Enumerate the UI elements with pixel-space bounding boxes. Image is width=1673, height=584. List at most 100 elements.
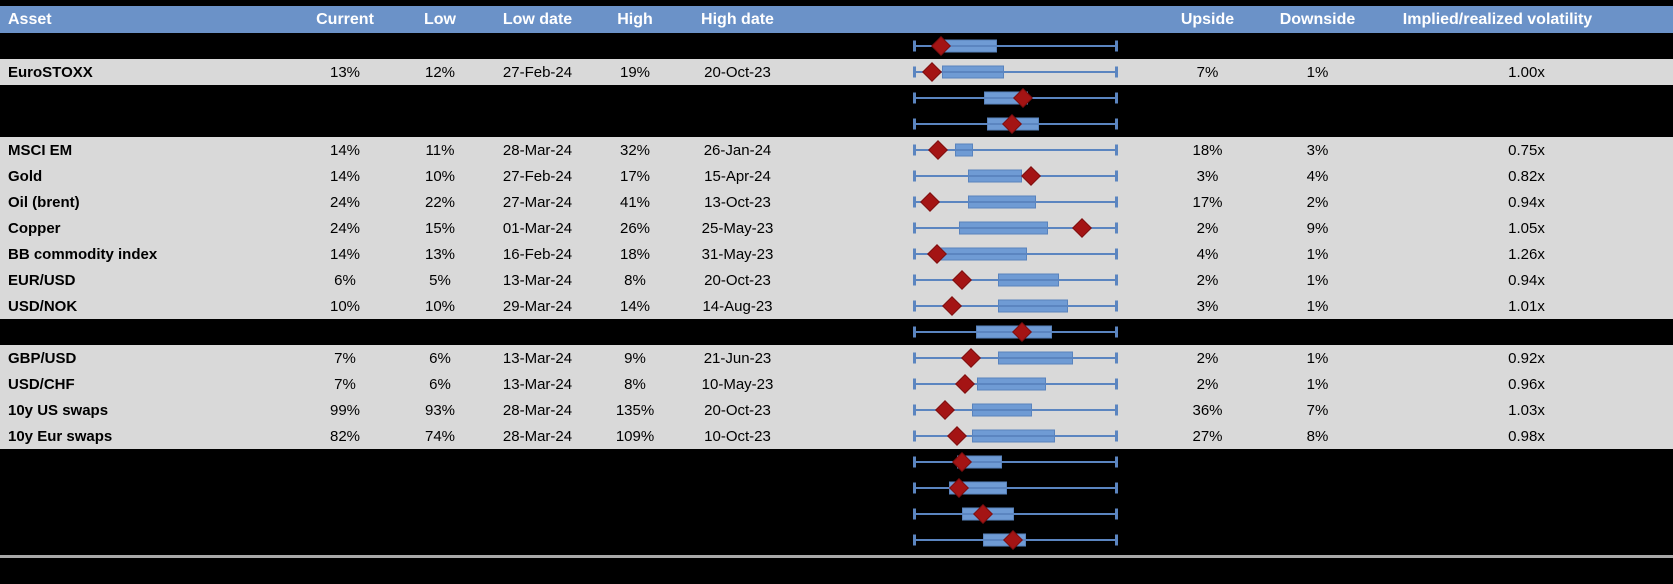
downside-value: 3% bbox=[1306, 141, 1329, 159]
table-row bbox=[0, 85, 1673, 111]
low-date: 01-Mar-24 bbox=[502, 219, 573, 237]
whisker-line bbox=[913, 227, 1118, 229]
whisker-cap-left bbox=[913, 352, 916, 364]
range-boxplot bbox=[913, 163, 1118, 189]
asset-name: Gold bbox=[8, 167, 43, 185]
whisker-line bbox=[913, 305, 1118, 307]
whisker-line bbox=[913, 175, 1118, 177]
implied-realized-value: 0.94x bbox=[1508, 271, 1545, 289]
table-row: 10y US swaps 99% 93% 28-Mar-24 135% 20-O… bbox=[0, 397, 1673, 423]
low-date: 27-Mar-24 bbox=[502, 193, 573, 211]
current-marker-diamond bbox=[922, 62, 942, 82]
low-date: 16-Feb-24 bbox=[502, 245, 573, 263]
table-row bbox=[0, 475, 1673, 501]
low-value: 10% bbox=[424, 297, 456, 315]
range-boxplot-cell bbox=[790, 345, 1160, 371]
table-row bbox=[0, 111, 1673, 137]
table-row: 10y Eur swaps 82% 74% 28-Mar-24 109% 10-… bbox=[0, 423, 1673, 449]
low-value: 5% bbox=[429, 271, 451, 289]
current-marker-diamond bbox=[947, 426, 967, 446]
low-date: 13-Mar-24 bbox=[502, 271, 573, 289]
low-value: 74% bbox=[424, 427, 456, 445]
current-value: 14% bbox=[329, 245, 361, 263]
whisker-line bbox=[913, 357, 1118, 359]
downside-value: 1% bbox=[1306, 271, 1329, 289]
range-boxplot-cell bbox=[790, 449, 1160, 475]
range-boxplot bbox=[913, 111, 1118, 137]
range-boxplot-cell bbox=[790, 423, 1160, 449]
whisker-cap-left bbox=[913, 222, 916, 234]
current-value: 10% bbox=[329, 297, 361, 315]
downside-value: 1% bbox=[1306, 245, 1329, 263]
high-date: 10-Oct-23 bbox=[704, 427, 771, 445]
high-date: 21-Jun-23 bbox=[703, 349, 772, 367]
high-value: 135% bbox=[615, 401, 655, 419]
current-marker-diamond bbox=[961, 348, 981, 368]
column-header-upside: Upside bbox=[1180, 10, 1235, 28]
downside-value: 8% bbox=[1306, 427, 1329, 445]
low-date: 28-Mar-24 bbox=[502, 401, 573, 419]
upside-value: 4% bbox=[1196, 245, 1219, 263]
whisker-cap-right bbox=[1115, 378, 1118, 390]
table-row: Oil (brent) 24% 22% 27-Mar-24 41% 13-Oct… bbox=[0, 189, 1673, 215]
whisker-cap-left bbox=[913, 274, 916, 286]
range-boxplot-cell bbox=[790, 475, 1160, 501]
range-boxplot bbox=[913, 59, 1118, 85]
range-boxplot bbox=[913, 137, 1118, 163]
range-boxplot-cell bbox=[790, 293, 1160, 319]
low-value: 13% bbox=[424, 245, 456, 263]
high-value: 17% bbox=[619, 167, 651, 185]
column-header-implied-realized: Implied/realized volatility bbox=[1402, 10, 1593, 28]
range-boxplot bbox=[913, 189, 1118, 215]
implied-realized-value: 1.26x bbox=[1508, 245, 1545, 263]
high-date: 20-Oct-23 bbox=[704, 401, 771, 419]
asset-name: Oil (brent) bbox=[8, 193, 80, 211]
whisker-line bbox=[913, 513, 1118, 515]
range-boxplot bbox=[913, 371, 1118, 397]
bottom-black-band bbox=[0, 558, 1673, 581]
current-value: 14% bbox=[329, 141, 361, 159]
whisker-cap-left bbox=[913, 196, 916, 208]
high-date: 15-Apr-24 bbox=[704, 167, 771, 185]
high-date: 14-Aug-23 bbox=[702, 297, 773, 315]
implied-realized-value: 0.75x bbox=[1508, 141, 1545, 159]
whisker-cap-left bbox=[913, 300, 916, 312]
high-value: 41% bbox=[619, 193, 651, 211]
column-header-high-date: High date bbox=[701, 10, 774, 28]
whisker-cap-left bbox=[913, 508, 916, 520]
column-header-low: Low bbox=[424, 10, 456, 28]
low-date: 28-Mar-24 bbox=[502, 141, 573, 159]
range-boxplot bbox=[913, 423, 1118, 449]
range-boxplot bbox=[913, 319, 1118, 345]
asset-name: EuroSTOXX bbox=[8, 63, 93, 81]
current-value: 14% bbox=[329, 167, 361, 185]
whisker-cap-right bbox=[1115, 144, 1118, 156]
high-date: 20-Oct-23 bbox=[704, 63, 771, 81]
asset-name: Copper bbox=[8, 219, 61, 237]
upside-value: 3% bbox=[1196, 167, 1219, 185]
high-date: 26-Jan-24 bbox=[703, 141, 772, 159]
low-date: 27-Feb-24 bbox=[502, 167, 573, 185]
current-marker-diamond bbox=[928, 140, 948, 160]
implied-realized-value: 1.03x bbox=[1508, 401, 1545, 419]
current-value: 6% bbox=[334, 271, 356, 289]
whisker-cap-right bbox=[1115, 66, 1118, 78]
whisker-line bbox=[913, 253, 1118, 255]
whisker-line bbox=[913, 201, 1118, 203]
range-boxplot bbox=[913, 527, 1118, 553]
range-boxplot-cell bbox=[790, 371, 1160, 397]
whisker-cap-right bbox=[1115, 170, 1118, 182]
upside-value: 17% bbox=[1192, 193, 1223, 211]
implied-realized-value: 0.96x bbox=[1508, 375, 1545, 393]
whisker-cap-right bbox=[1115, 274, 1118, 286]
table-row: EuroSTOXX 13% 12% 27-Feb-24 19% 20-Oct-2… bbox=[0, 59, 1673, 85]
range-boxplot bbox=[913, 215, 1118, 241]
table-row bbox=[0, 319, 1673, 345]
high-value: 19% bbox=[619, 63, 651, 81]
whisker-cap-right bbox=[1115, 534, 1118, 546]
high-date: 13-Oct-23 bbox=[704, 193, 771, 211]
low-date: 13-Mar-24 bbox=[502, 375, 573, 393]
range-boxplot-cell bbox=[790, 397, 1160, 423]
whisker-line bbox=[913, 383, 1118, 385]
whisker-cap-right bbox=[1115, 92, 1118, 104]
